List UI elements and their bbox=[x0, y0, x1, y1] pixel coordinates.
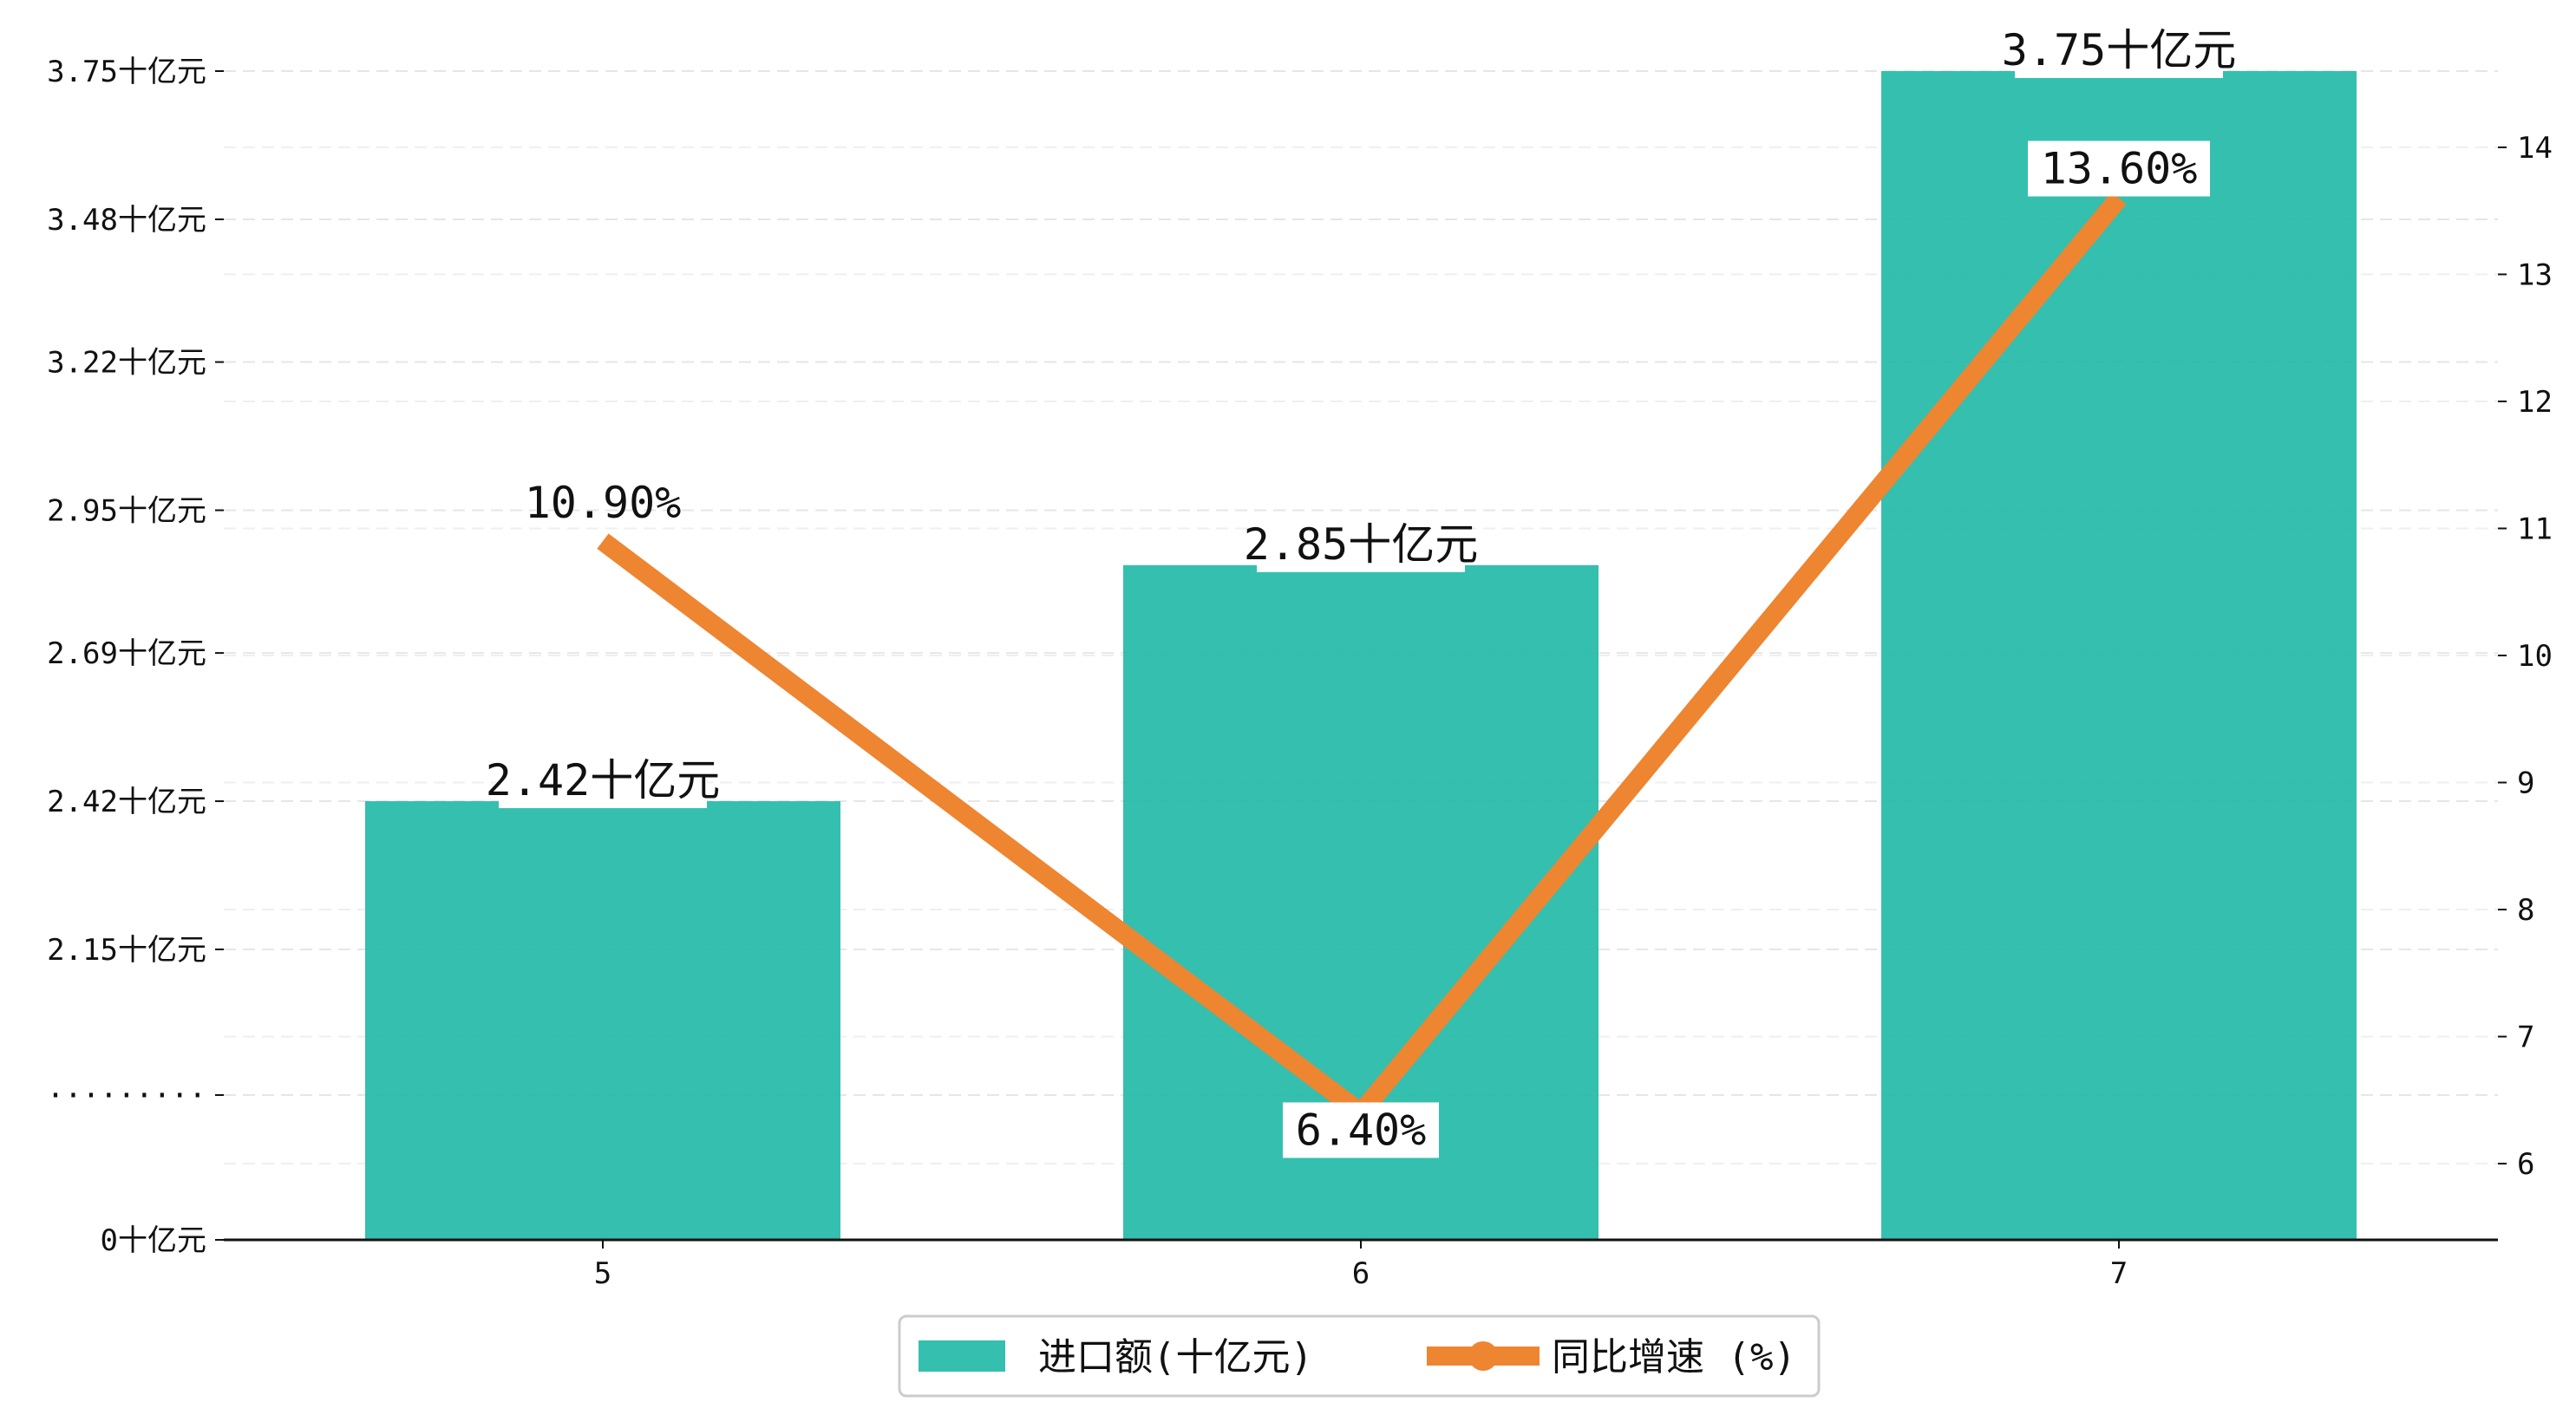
bar-value-label-box bbox=[2015, 23, 2223, 78]
left-tick-label: 2.15十亿元 bbox=[47, 933, 206, 968]
bar-5 bbox=[365, 801, 840, 1240]
growth-value-label: 10.90% bbox=[525, 478, 682, 528]
right-tick-label: 13 bbox=[2517, 258, 2553, 292]
legend-label-bar: 进口额(十亿元) bbox=[1038, 1335, 1313, 1379]
x-tick-label: 6 bbox=[1352, 1256, 1370, 1291]
bar-series bbox=[365, 71, 2357, 1240]
left-tick-label: 3.22十亿元 bbox=[47, 346, 206, 381]
left-tick-label: 0十亿元 bbox=[101, 1223, 206, 1258]
right-tick-label: 12 bbox=[2517, 385, 2553, 420]
legend-label-line: 同比增速 (%) bbox=[1552, 1335, 1796, 1379]
right-tick-label: 11 bbox=[2517, 512, 2553, 546]
legend: 进口额(十亿元) 同比增速 (%) bbox=[898, 1314, 1821, 1398]
right-tick-label: 7 bbox=[2517, 1020, 2534, 1055]
bar-7 bbox=[1881, 71, 2357, 1240]
x-tick-label: 5 bbox=[594, 1256, 611, 1291]
growth-value-label-box bbox=[1283, 1102, 1439, 1158]
bar-value-label: 3.75十亿元 bbox=[2002, 25, 2236, 75]
left-tick-label: 2.42十亿元 bbox=[47, 785, 206, 819]
right-tick-label: 8 bbox=[2517, 893, 2534, 928]
left-tick-label: 2.95十亿元 bbox=[47, 494, 206, 529]
bar-value-label-box bbox=[499, 753, 707, 809]
legend-frame bbox=[898, 1314, 1821, 1398]
left-tick-label: 2.69十亿元 bbox=[47, 636, 206, 671]
legend-marker-line bbox=[1468, 1341, 1498, 1371]
x-tick-label: 7 bbox=[2110, 1256, 2128, 1291]
bar-value-label: 2.42十亿元 bbox=[486, 755, 720, 805]
left-tick-label: 3.75十亿元 bbox=[47, 55, 206, 89]
axes: 0十亿元 ········· 2.15十亿元 2.42十亿元 2.69十亿元 2.95十亿… bbox=[47, 55, 2553, 1291]
growth-value-label: 13.60% bbox=[2041, 144, 2198, 194]
right-tick-label: 9 bbox=[2517, 766, 2534, 801]
right-tick-label: 6 bbox=[2517, 1147, 2534, 1182]
left-tick-label: ········· bbox=[47, 1079, 206, 1113]
data-labels: 2.42十亿元 2.85十亿元 3.75十亿元 10.90% 6.40% 13.60% bbox=[486, 23, 2236, 1158]
growth-value-label: 6.40% bbox=[1296, 1105, 1427, 1155]
left-tick-label: 3.48十亿元 bbox=[47, 203, 206, 238]
bar-value-label: 2.85十亿元 bbox=[1244, 519, 1478, 570]
right-tick-label: 10 bbox=[2517, 639, 2553, 674]
growth-value-label-box bbox=[2028, 140, 2210, 197]
right-tick-label: 14 bbox=[2517, 131, 2553, 166]
legend-swatch-bar bbox=[919, 1340, 1005, 1372]
bar-value-label-box bbox=[1257, 516, 1465, 572]
